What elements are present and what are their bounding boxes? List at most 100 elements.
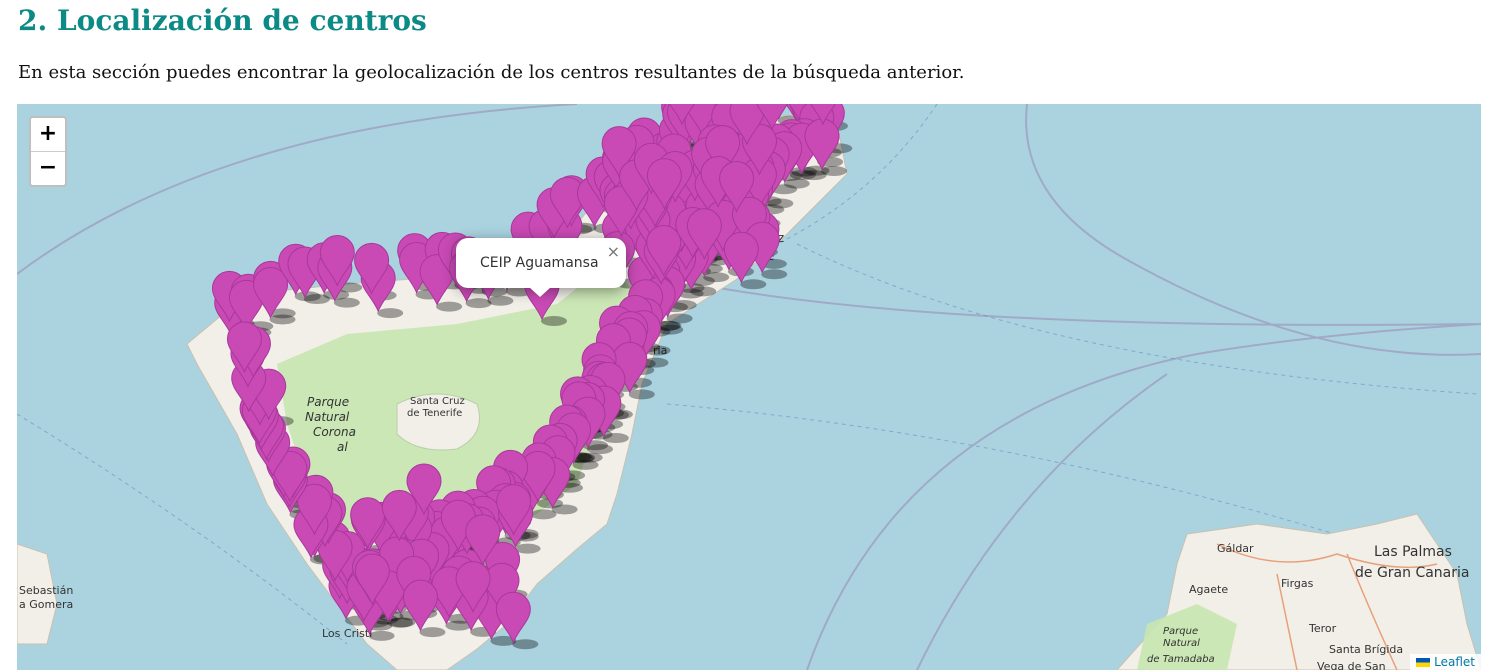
marker-shadow — [790, 166, 817, 177]
school-marker[interactable] — [601, 126, 637, 178]
marker-shadow — [514, 543, 541, 554]
marker-shadow — [761, 269, 788, 280]
marker-shadow — [690, 286, 717, 297]
marker-shadow — [512, 639, 539, 650]
school-marker[interactable] — [484, 562, 520, 615]
school-marker[interactable] — [354, 242, 390, 295]
school-marker[interactable] — [350, 497, 386, 550]
marker-shadow — [789, 169, 816, 180]
ukraine-flag-icon — [1416, 658, 1431, 667]
school-marker[interactable] — [806, 104, 840, 126]
marker-shadow — [487, 295, 514, 306]
marker-shadow — [269, 314, 296, 325]
marker-shadow — [657, 324, 684, 335]
school-marker[interactable] — [646, 224, 682, 277]
ferry-routes — [17, 104, 1478, 645]
marker-shadow — [445, 620, 472, 631]
map-basemap[interactable]: Cruz enerife Parque Rural Parque Natural… — [17, 104, 1481, 670]
school-marker[interactable] — [455, 561, 491, 613]
school-marker[interactable] — [495, 591, 531, 644]
marker-shadow — [368, 630, 395, 641]
gran-canaria-roads — [1216, 543, 1438, 670]
marker-shadow — [377, 308, 404, 319]
popup-close-button[interactable]: × — [606, 242, 620, 261]
school-marker[interactable] — [729, 104, 765, 146]
map-label: Gáldar — [1217, 542, 1254, 555]
zoom-in-button[interactable]: + — [38, 121, 58, 146]
zoom-control: + − — [29, 116, 67, 187]
school-marker[interactable] — [272, 450, 308, 503]
marker-shadow — [783, 178, 810, 189]
marker-shadow — [530, 509, 557, 520]
map-label: Vega de San — [1317, 660, 1386, 670]
map-label: ria — [653, 344, 667, 357]
marker-shadow — [387, 617, 414, 628]
map-container[interactable]: Cruz enerife Parque Rural Parque Natural… — [17, 104, 1481, 670]
school-marker[interactable] — [755, 104, 789, 131]
school-marker[interactable] — [705, 125, 741, 177]
map-label: de Tenerife — [407, 408, 462, 419]
marker-shadow — [333, 297, 360, 308]
zoom-out-button[interactable]: − — [31, 151, 65, 185]
marker-shadow — [419, 627, 446, 638]
popup-text: CEIP Aguamansa — [480, 255, 599, 271]
tamadaba-park — [1137, 604, 1237, 670]
marker-shadow — [703, 272, 730, 283]
marker-shadow — [655, 320, 682, 331]
marker-shadow — [767, 198, 794, 209]
marker-shadow — [602, 433, 629, 444]
marker-shadow — [541, 316, 567, 326]
marker-shadow — [740, 279, 767, 290]
marker-shadow — [389, 617, 416, 628]
map-label: Parque — [307, 395, 349, 409]
section-description: En esta sección puedes encontrar la geol… — [18, 62, 965, 83]
marker-shadow — [465, 298, 492, 309]
marker-shadow — [572, 459, 599, 470]
map-label: Natural — [1163, 638, 1200, 649]
map-label: Santa Brígida — [1329, 643, 1403, 656]
map-label: Teror — [1308, 622, 1337, 635]
marker-shadow — [677, 288, 704, 299]
marker-shadow — [642, 357, 669, 368]
school-marker[interactable] — [465, 514, 501, 566]
marker-layer — [211, 104, 853, 650]
marker-shadow — [269, 308, 296, 319]
school-marker[interactable] — [723, 231, 759, 284]
map-label: de Tamadaba — [1147, 654, 1215, 665]
map-label: Firgas — [1281, 577, 1314, 590]
school-marker[interactable] — [253, 266, 289, 319]
teide-caldera — [396, 393, 480, 451]
map-label: Agaete — [1189, 583, 1228, 596]
map-label: al — [337, 440, 348, 454]
school-marker[interactable] — [381, 489, 417, 542]
page-title: 2. Localización de centros — [18, 4, 427, 37]
marker-shadow — [551, 504, 578, 515]
leaflet-link[interactable]: Leaflet — [1434, 655, 1475, 669]
map-label: Las Palmas — [1374, 544, 1452, 560]
school-marker[interactable] — [354, 553, 390, 606]
school-marker[interactable] — [496, 484, 532, 536]
school-marker[interactable] — [665, 104, 699, 126]
map-label: Natural — [305, 410, 350, 424]
map-attribution: Leaflet — [1410, 654, 1481, 670]
popup-tip — [529, 287, 551, 297]
map-label: Santa Cruz — [410, 396, 465, 407]
marker-shadow — [666, 313, 693, 324]
marker-shadow — [490, 635, 517, 646]
school-marker[interactable] — [402, 579, 438, 632]
map-label: Parque — [1163, 626, 1198, 637]
marker-popup: CEIP Aguamansa × — [456, 238, 626, 297]
school-marker[interactable] — [226, 321, 262, 374]
school-marker[interactable] — [686, 208, 722, 261]
school-marker[interactable] — [319, 235, 355, 287]
school-marker[interactable] — [228, 279, 264, 332]
marker-shadow — [436, 301, 463, 312]
marker-shadow — [628, 389, 655, 400]
school-marker[interactable] — [646, 158, 682, 210]
marker-shadow — [294, 291, 321, 302]
school-marker[interactable] — [296, 483, 332, 536]
marker-shadow — [670, 300, 697, 311]
school-marker[interactable] — [719, 161, 755, 213]
school-marker[interactable] — [406, 463, 442, 516]
marker-shadow — [303, 294, 330, 305]
